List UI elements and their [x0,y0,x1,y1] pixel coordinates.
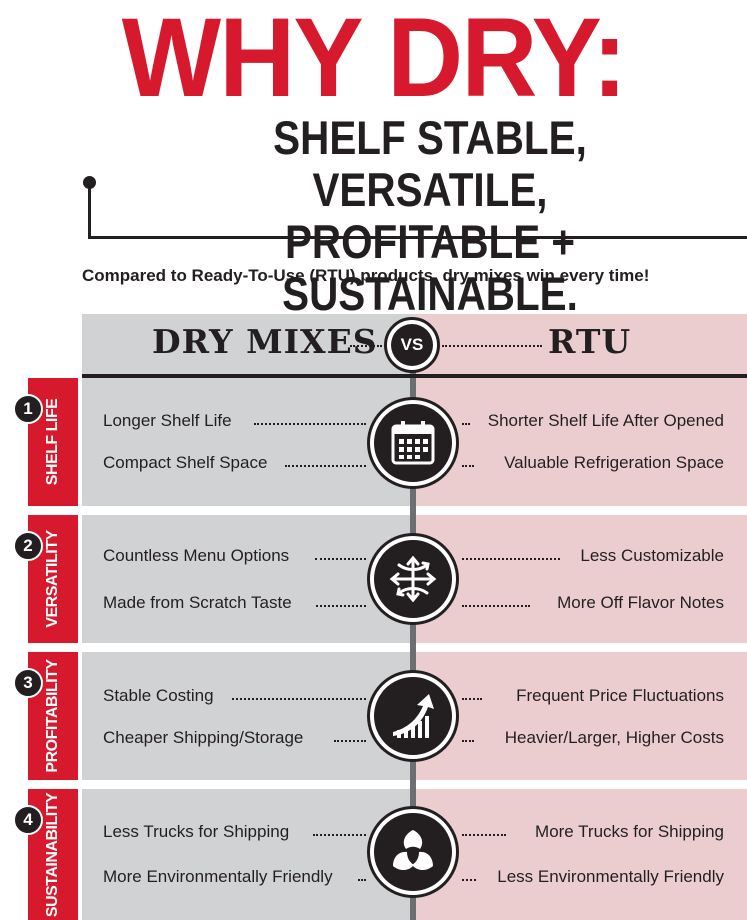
section-2-number: 2 [13,531,43,561]
leader [462,879,476,881]
section-1-label: SHELF LIFE [44,398,61,486]
section-4-right-item-1: More Trucks for Shipping [535,822,724,841]
leader [358,879,366,881]
section-3-number: 3 [13,668,43,698]
section-4-left-item-2: More Environmentally Friendly [103,867,333,886]
subtitle-line-1: SHELF STABLE, VERSATILE, [273,111,587,216]
leader [462,605,530,607]
section-1-right-bg [413,378,747,506]
section-2-right-item-2: More Off Flavor Notes [557,593,724,612]
section-3-left-item-1: Stable Costing [103,686,214,705]
section-1-left-item-1: Longer Shelf Life [103,411,232,430]
section-4-number: 4 [13,805,43,835]
section-3-left-bg [82,652,413,780]
vs-badge: VS [384,317,440,373]
section-4-left-bg [82,789,413,920]
leader [285,465,366,467]
leader [315,558,366,560]
leader [462,465,474,467]
section-4-right-bg [413,789,747,920]
section-3-right-item-2: Heavier/Larger, Higher Costs [504,728,724,747]
section-1-number: 1 [13,394,43,424]
section-2-right-item-1: Less Customizable [580,546,724,565]
section-1-right-item-1: Shorter Shelf Life After Opened [487,411,724,430]
calendar-icon [370,400,456,486]
rule-horizontal [88,236,747,239]
header-divider [82,374,747,378]
page-title: WHY DRY: [121,0,627,120]
subtitle-line-2: PROFITABLE + SUSTAINABLE. [282,215,578,320]
leader [313,834,366,836]
section-3-right-item-1: Frequent Price Fluctuations [516,686,724,705]
leader [232,698,366,700]
rule-vertical [88,182,91,239]
leader [462,423,470,425]
leader [462,834,506,836]
section-2-left-bg [82,515,413,643]
section-2-left-item-1: Countless Menu Options [103,546,290,565]
leader [462,740,474,742]
header-right-leader [442,345,542,347]
section-1-right-item-2: Valuable Refrigeration Space [504,453,724,472]
section-4-left-item-1: Less Trucks for Shipping [103,822,290,841]
vs-label: VS [391,324,433,366]
leader [334,740,366,742]
header-right-bg [413,314,747,375]
section-2-right-bg [413,515,747,643]
multi-direction-arrows-icon [370,536,456,622]
leader [462,558,560,560]
section-1-left-item-2: Compact Shelf Space [103,453,268,472]
section-4-right-item-2: Less Environmentally Friendly [497,867,724,886]
section-3-left-item-2: Cheaper Shipping/Storage [103,728,304,747]
section-3-label: PROFITABILITY [44,659,61,773]
intro-text: Compared to Ready-To-Use (RTU) products,… [82,266,650,285]
header-left-bg [82,314,413,375]
leader [254,423,366,425]
section-3-right-bg [413,652,747,780]
growth-chart-icon [370,673,456,759]
header-dry-mixes: DRY MIXES [152,322,378,361]
section-2-label: VERSATILITY [44,530,61,628]
section-2-left-item-2: Made from Scratch Taste [103,593,292,612]
center-spine [410,360,416,920]
leaves-icon [370,809,456,895]
header-rtu: RTU [548,322,632,361]
leader [316,605,366,607]
page-subtitle: SHELF STABLE, VERSATILE, PROFITABLE + SU… [189,112,671,320]
leader [462,698,482,700]
section-1-left-bg [82,378,413,506]
section-4-label: SUSTAINABILITY [44,792,61,917]
header-left-leader [350,345,382,347]
